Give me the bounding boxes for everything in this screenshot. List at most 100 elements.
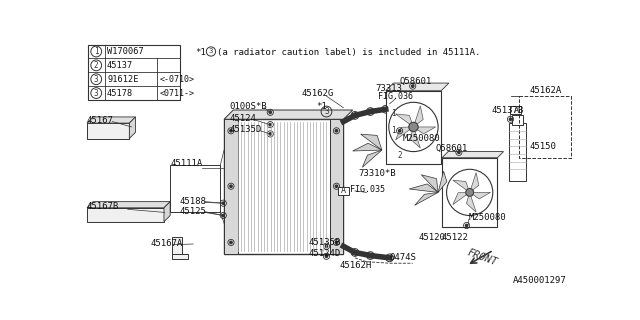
Text: 1: 1: [94, 47, 99, 56]
Text: 2: 2: [94, 61, 99, 70]
Text: 45167A: 45167A: [151, 239, 183, 249]
Bar: [87, 123, 129, 139]
Polygon shape: [87, 117, 136, 123]
Text: 1: 1: [391, 126, 396, 135]
Bar: [172, 237, 182, 259]
Circle shape: [409, 122, 418, 132]
Text: 45137B: 45137B: [492, 106, 524, 115]
Circle shape: [325, 255, 328, 258]
Bar: [170, 165, 220, 212]
Circle shape: [269, 111, 271, 114]
Polygon shape: [415, 192, 438, 205]
Polygon shape: [164, 202, 170, 222]
Circle shape: [335, 241, 338, 244]
Polygon shape: [470, 192, 490, 199]
Bar: [442, 158, 497, 227]
Text: 3: 3: [94, 89, 99, 98]
Polygon shape: [467, 192, 476, 212]
Text: Q58601: Q58601: [399, 77, 432, 86]
Text: 1: 1: [391, 109, 396, 118]
Text: 0100S*B: 0100S*B: [230, 102, 267, 111]
Bar: [87, 208, 164, 222]
Polygon shape: [409, 184, 438, 192]
Bar: [511, 106, 521, 114]
Circle shape: [465, 224, 468, 227]
Text: 45135B: 45135B: [308, 238, 341, 247]
Text: 73313: 73313: [376, 84, 403, 93]
Bar: [338, 187, 349, 195]
Text: 45124D: 45124D: [308, 250, 341, 259]
Circle shape: [399, 130, 401, 132]
Polygon shape: [396, 127, 413, 140]
Circle shape: [230, 185, 232, 188]
Polygon shape: [410, 127, 420, 148]
Text: 45137: 45137: [107, 61, 133, 70]
Polygon shape: [362, 150, 382, 167]
Polygon shape: [442, 152, 504, 158]
Bar: [386, 91, 441, 164]
Polygon shape: [470, 172, 479, 192]
Text: M250080: M250080: [469, 213, 506, 222]
Bar: [224, 119, 238, 254]
Circle shape: [269, 133, 271, 135]
Polygon shape: [353, 143, 382, 151]
Text: 45120: 45120: [419, 233, 445, 242]
Text: 45122: 45122: [442, 233, 469, 242]
Bar: [172, 254, 188, 259]
Circle shape: [335, 185, 338, 188]
Polygon shape: [421, 175, 438, 192]
Text: M250080: M250080: [403, 134, 440, 143]
Polygon shape: [386, 83, 449, 91]
Text: FIG.035: FIG.035: [349, 185, 385, 194]
Text: 3: 3: [94, 75, 99, 84]
Text: (a radiator caution label) is included in 45111A.: (a radiator caution label) is included i…: [217, 48, 481, 57]
Polygon shape: [453, 180, 470, 192]
Text: A: A: [341, 186, 346, 195]
Polygon shape: [396, 114, 413, 127]
Circle shape: [230, 130, 232, 132]
Text: 45167B: 45167B: [87, 202, 119, 211]
Text: *1: *1: [316, 102, 327, 111]
Circle shape: [222, 202, 225, 204]
Circle shape: [325, 245, 328, 247]
Bar: [330, 119, 344, 254]
Text: 45167: 45167: [87, 116, 114, 125]
Text: A450001297: A450001297: [513, 276, 566, 285]
Text: <0711->: <0711->: [159, 89, 195, 98]
Bar: [224, 119, 344, 254]
Bar: [519, 96, 572, 158]
Text: *1: *1: [196, 48, 206, 57]
Text: W170067: W170067: [107, 47, 144, 56]
Text: 45125: 45125: [179, 207, 206, 216]
Text: <-0710>: <-0710>: [159, 75, 195, 84]
Polygon shape: [87, 202, 170, 208]
Text: FIG.036: FIG.036: [378, 92, 413, 101]
Bar: [509, 123, 526, 181]
Text: 45135D: 45135D: [230, 125, 262, 134]
Circle shape: [335, 130, 338, 132]
Polygon shape: [453, 192, 470, 204]
Polygon shape: [224, 110, 353, 119]
Text: 45124: 45124: [230, 114, 256, 123]
Circle shape: [269, 124, 271, 126]
Text: 3: 3: [324, 107, 329, 116]
Text: 45162A: 45162A: [530, 86, 562, 95]
Circle shape: [222, 214, 225, 217]
Bar: [88, 44, 180, 100]
Text: 45162H: 45162H: [340, 261, 372, 270]
Text: 0474S: 0474S: [390, 253, 417, 262]
Text: 45150: 45150: [530, 142, 557, 151]
Text: 45188: 45188: [179, 197, 206, 206]
Polygon shape: [361, 134, 382, 150]
Text: 91612E: 91612E: [107, 75, 138, 84]
Text: 45111A: 45111A: [170, 159, 202, 168]
Text: A: A: [513, 106, 518, 115]
Text: 45162G: 45162G: [301, 89, 333, 98]
Polygon shape: [438, 171, 447, 192]
Text: FRONT: FRONT: [466, 248, 499, 268]
Circle shape: [509, 118, 511, 120]
Polygon shape: [413, 106, 423, 127]
Text: Q58601: Q58601: [436, 144, 468, 153]
Text: 2: 2: [397, 151, 402, 160]
Circle shape: [466, 188, 474, 196]
